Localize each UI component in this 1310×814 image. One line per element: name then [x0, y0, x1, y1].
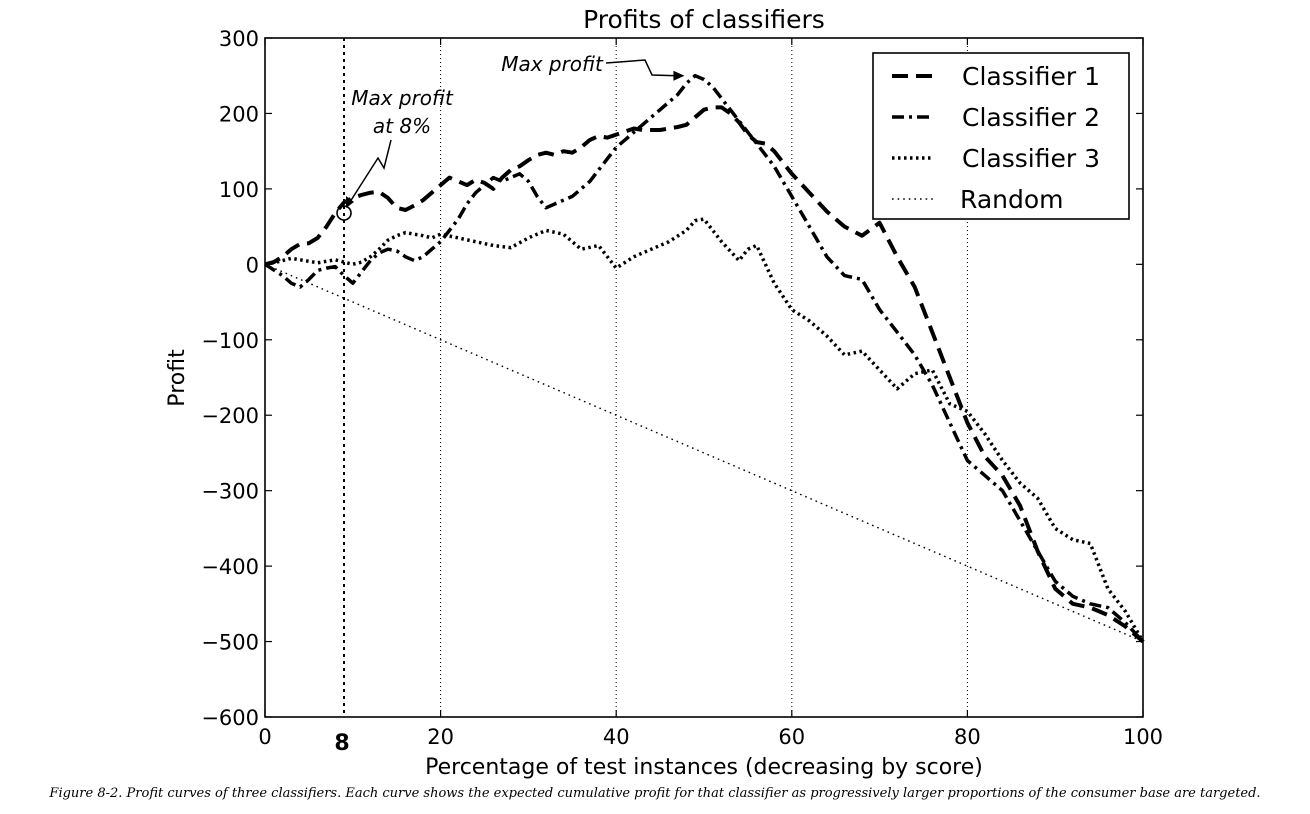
y-tick-label: 0 — [246, 253, 259, 277]
y-tick-label: −600 — [201, 706, 259, 730]
annotation-max-profit-arrow — [605, 59, 677, 77]
x-axis-label: Percentage of test instances (decreasing… — [425, 755, 983, 780]
x-tick-label: 0 — [258, 725, 271, 749]
series-line-2 — [264, 73, 1145, 643]
axis-ticks: 0 20 40 60 80 100 300 200 100 0 −100 −200 −300 −400 −5… — [201, 27, 1163, 756]
plot-frame — [264, 37, 1144, 718]
y-tick-label: −400 — [201, 555, 259, 579]
legend-label: Classifier 3 — [962, 144, 1100, 173]
annotation-8pct-arrow — [347, 139, 392, 206]
series-line-4 — [264, 263, 1144, 643]
y-tick-label: 300 — [219, 27, 259, 51]
max-profit-circle-marker — [336, 205, 352, 221]
annotation-8pct-line2: at 8% — [373, 114, 431, 138]
y-tick-label: 100 — [219, 178, 259, 202]
legend-label: Random — [960, 185, 1064, 214]
annotations: Max profit at 8% Max profit — [336, 52, 685, 221]
y-tick-label: −500 — [201, 631, 259, 655]
y-tick-label: −100 — [201, 329, 259, 353]
annotation-max-profit: Max profit — [501, 52, 604, 76]
classifier-series — [264, 73, 1145, 644]
x-tick-label: 80 — [954, 725, 981, 749]
legend-box — [872, 52, 1130, 220]
y-tick-label: 200 — [219, 102, 259, 126]
annotation-max-profit-arrowhead — [673, 70, 685, 81]
random-series — [264, 263, 1144, 643]
legend-label: Classifier 2 — [962, 103, 1100, 132]
series-line-3 — [264, 217, 1145, 643]
series-line-1 — [264, 105, 1145, 644]
y-axis-label: Profit — [165, 349, 190, 407]
y-tick-label: −200 — [201, 404, 259, 428]
x-tick-label: 40 — [603, 725, 630, 749]
chart-title: Profits of classifiers — [583, 5, 825, 34]
legend-label: Classifier 1 — [962, 62, 1100, 91]
marked-x-label: 8 — [334, 731, 349, 756]
annotation-8pct-line1: Max profit — [351, 86, 454, 110]
x-tick-label: 20 — [427, 725, 454, 749]
legend: Classifier 1 Classifier 2 Classifier 3 Rand… — [872, 52, 1130, 220]
x-tick-label: 60 — [778, 725, 805, 749]
y-tick-label: −300 — [201, 480, 259, 504]
figure-caption: Figure 8-2. Profit curves of three class… — [49, 786, 1261, 801]
x-tick-label: 100 — [1123, 725, 1163, 749]
annotation-8pct-arrowhead — [346, 196, 355, 209]
